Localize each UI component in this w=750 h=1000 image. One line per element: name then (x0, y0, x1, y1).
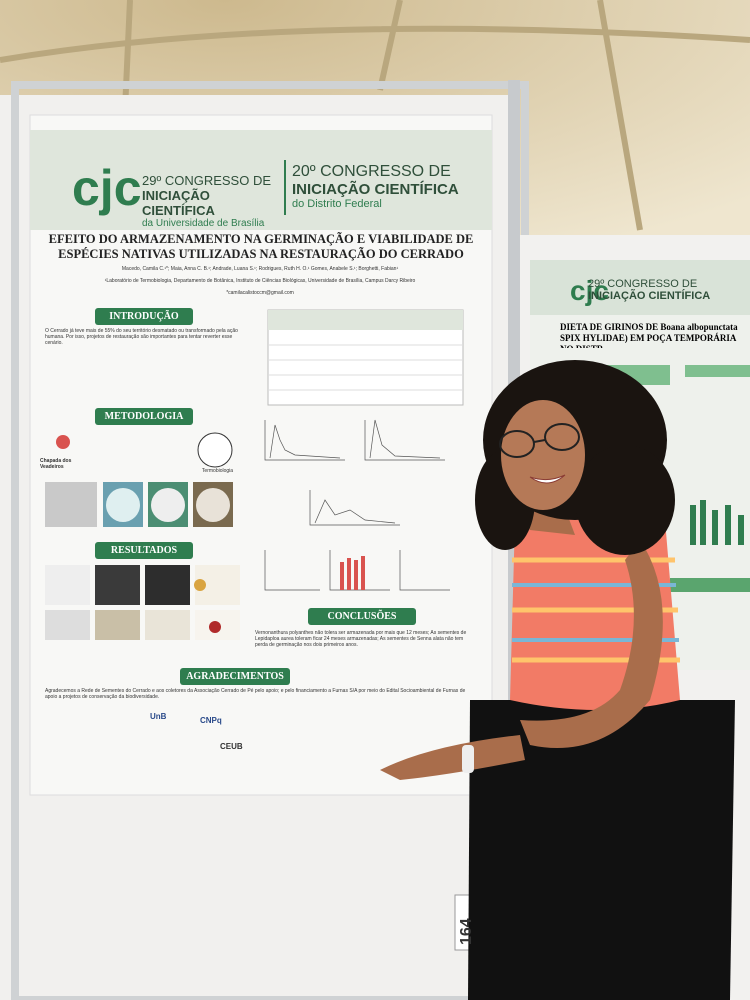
header-left: 29º CONGRESSO DE INICIAÇÃO CIENTÍFICA da… (142, 173, 282, 229)
affiliation: ¹Laboratório de Termobiologia, Departame… (104, 278, 416, 284)
conclusion-text: Vernonanthura polyanthes não tolera ser … (255, 630, 467, 648)
header-right: 20º CONGRESSO DE INICIAÇÃO CIENTÍFICA do… (292, 163, 472, 210)
poster-title: EFEITO DO ARMAZENAMENTO NA GERMINAÇÃO E … (48, 232, 474, 261)
intro-text: O Cerrado já teve mais de 55% do seu ter… (45, 328, 238, 346)
thanks-text: Agradecemos a Rede de Sementes do Cerrad… (45, 688, 466, 700)
second-title: DIETA DE GIRINOS DE Boana albopunctata S… (560, 322, 738, 348)
logo: CNPq (200, 716, 222, 725)
svg-text:cjc: cjc (570, 275, 609, 306)
section-heading: METODOLOGIA (95, 408, 193, 425)
method-label: Chapada dos Veadeiros (40, 458, 72, 470)
header-line: 29º CONGRESSO DE (588, 278, 698, 290)
section-heading: INTRODUÇÃO (95, 308, 193, 325)
section-heading: AGRADECIMENTOS (180, 668, 290, 685)
svg-text:cjc: cjc (72, 160, 142, 216)
header-line: do Distrito Federal (292, 198, 382, 210)
header-line: 29º CONGRESSO DE (142, 173, 272, 188)
second-header: 29º CONGRESSO DE INICIAÇÃO CIENTÍFICA (588, 278, 750, 302)
logo: CEUB (220, 742, 243, 751)
header-line: 20º CONGRESSO DE (292, 163, 451, 180)
header-line: INICIAÇÃO CIENTÍFICA (588, 290, 711, 302)
header-line: da Universidade de Brasília (142, 218, 265, 229)
logo: UnB (150, 712, 167, 721)
header-line: INICIAÇÃO CIENTÍFICA (142, 188, 215, 218)
section-heading: RESULTADOS (95, 542, 193, 559)
header-line: INICIAÇÃO CIENTÍFICA (292, 181, 459, 198)
section-heading: CONCLUSÕES (308, 608, 416, 625)
email: *camilacalistoccm@gmail.com (226, 290, 294, 296)
authors: Macedo, Camila C.¹*; Maia, Anna C. B.¹; … (121, 266, 399, 272)
method-label: Termobiologia (201, 468, 234, 474)
booth-number: 164 (458, 918, 475, 945)
